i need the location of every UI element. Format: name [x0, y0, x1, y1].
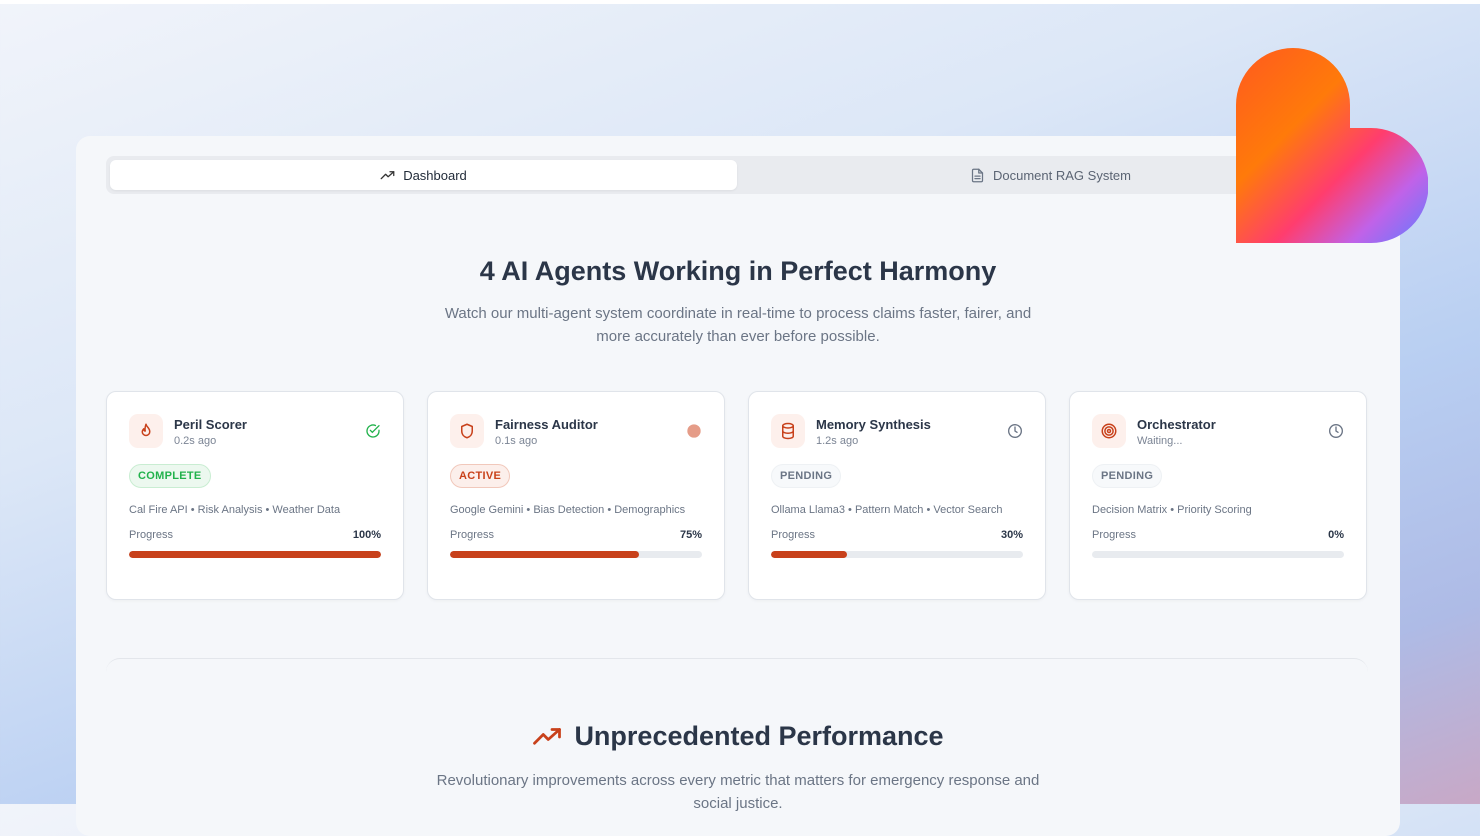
progress-label: Progress: [129, 529, 174, 541]
agent-time: Waiting...: [1137, 435, 1183, 447]
tab-label: Document RAG System: [993, 167, 1131, 183]
progress-bar: [450, 551, 702, 558]
section-divider: [106, 658, 1368, 688]
trending-up-icon: [533, 727, 562, 745]
tab-dashboard[interactable]: Dashboard: [110, 160, 737, 190]
trending-up-icon: [380, 170, 395, 179]
performance-heading: Unprecedented Performance: [76, 721, 1400, 752]
agent-time: 0.1s ago: [495, 435, 538, 447]
agent-icon-box: [771, 414, 805, 448]
agent-tags: Cal Fire API • Risk Analysis • Weather D…: [129, 504, 341, 516]
target-icon: [1101, 423, 1117, 439]
agent-card[interactable]: Fairness Auditor 0.1s ago ACTIVE Google …: [427, 391, 725, 600]
progress-value: 100%: [352, 529, 381, 541]
progress-fill: [129, 551, 381, 558]
agent-name: Orchestrator: [1137, 417, 1216, 432]
agent-icon-box: [1092, 414, 1126, 448]
progress-row: Progress 100%: [129, 529, 381, 541]
progress-value: 0%: [1328, 529, 1344, 541]
agent-tags: Decision Matrix • Priority Scoring: [1092, 504, 1252, 516]
progress-row: Progress 30%: [771, 529, 1023, 541]
progress-value: 75%: [679, 529, 702, 541]
shield-icon: [461, 423, 473, 439]
agent-card[interactable]: Orchestrator Waiting... PENDING Decision…: [1069, 391, 1367, 600]
progress-label: Progress: [771, 529, 816, 541]
heart-logo: [1236, 48, 1428, 243]
check-circle-icon: [365, 423, 381, 439]
agent-name: Fairness Auditor: [495, 417, 598, 432]
agent-name: Peril Scorer: [174, 417, 247, 432]
flame-icon: [141, 423, 151, 437]
agent-icon-box: [450, 414, 484, 448]
progress-label: Progress: [450, 529, 495, 541]
progress-value: 30%: [1000, 529, 1023, 541]
progress-bar: [129, 551, 381, 558]
agent-card[interactable]: Peril Scorer 0.2s ago COMPLETE Cal Fire …: [106, 391, 404, 600]
progress-row: Progress 0%: [1092, 529, 1344, 541]
status-badge: COMPLETE: [129, 464, 211, 488]
agent-cards: Peril Scorer 0.2s ago COMPLETE Cal Fire …: [106, 391, 1367, 600]
progress-bar: [771, 551, 1023, 558]
progress-bar: [1092, 551, 1344, 558]
agent-name: Memory Synthesis: [816, 417, 931, 432]
performance-title: Unprecedented Performance: [574, 721, 944, 751]
top-strip: [0, 0, 1480, 4]
status-badge: PENDING: [771, 464, 842, 488]
progress-row: Progress 75%: [450, 529, 702, 541]
tab-document-rag[interactable]: Document RAG System: [737, 160, 1364, 190]
tab-bar: Dashboard Document RAG System: [106, 156, 1368, 194]
agent-icon-box: [129, 414, 163, 448]
agent-time: 1.2s ago: [816, 435, 859, 447]
hero-title: 4 AI Agents Working in Perfect Harmony: [479, 256, 997, 286]
clock-icon: [1007, 423, 1023, 439]
tab-label: Dashboard: [403, 167, 467, 183]
status-badge: ACTIVE: [450, 464, 511, 488]
agent-card[interactable]: Memory Synthesis 1.2s ago PENDING Ollama…: [748, 391, 1046, 600]
agent-time: 0.2s ago: [174, 435, 217, 447]
progress-label: Progress: [1092, 529, 1137, 541]
agent-tags: Google Gemini • Bias Detection • Demogra…: [450, 504, 686, 516]
database-icon: [782, 422, 794, 440]
main-panel: Dashboard Document RAG System 4 AI Agent…: [76, 136, 1400, 836]
hero-subtitle: Watch our multi-agent system coordinate …: [444, 305, 1032, 345]
clock-icon: [1328, 423, 1344, 439]
agent-tags: Ollama Llama3 • Pattern Match • Vector S…: [771, 504, 1003, 516]
progress-fill: [771, 551, 847, 558]
progress-fill: [450, 551, 639, 558]
document-icon: [971, 168, 984, 182]
status-badge: PENDING: [1092, 464, 1163, 488]
active-dot-icon: [686, 423, 702, 439]
performance-subtitle: Revolutionary improvements across every …: [436, 772, 1040, 812]
